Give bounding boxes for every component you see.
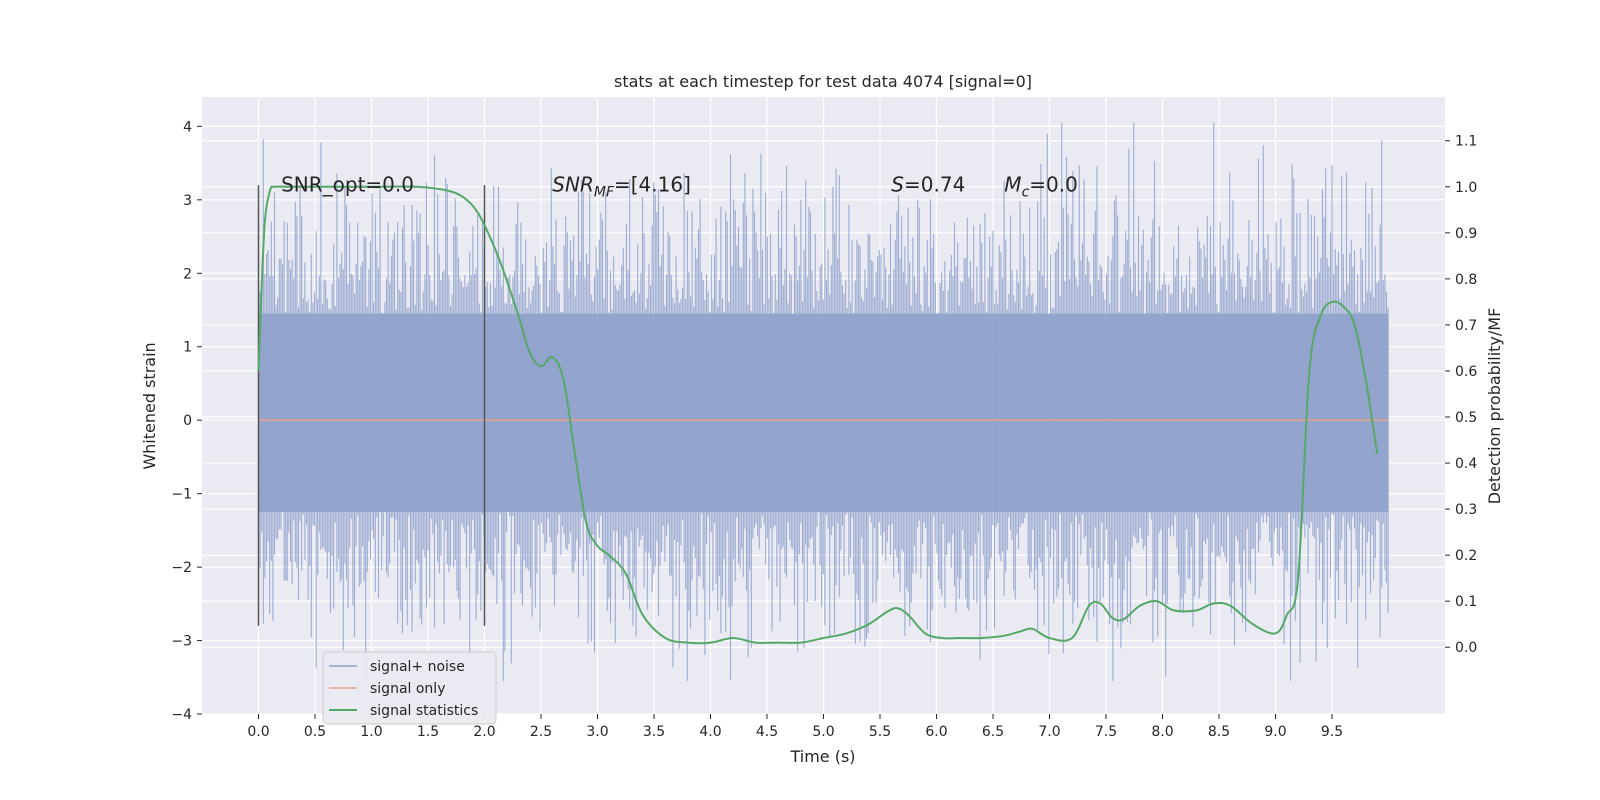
x-tick-label: 3.5 xyxy=(643,724,665,740)
annotation-s-stat: S=0.74 xyxy=(891,172,965,196)
legend-box xyxy=(322,651,497,725)
x-tick-label: 1.0 xyxy=(360,724,382,740)
y2-tick-label: 0.7 xyxy=(1455,318,1477,334)
vertical-markers xyxy=(257,185,486,626)
x-tick-label: 6.5 xyxy=(982,724,1004,740)
legend-label-1: signal only xyxy=(370,681,445,697)
signal-statistics-line xyxy=(257,185,1379,645)
y-tick-label: 1 xyxy=(183,340,192,356)
x-tick-label: 8.5 xyxy=(1208,724,1230,740)
y-tick-label: 3 xyxy=(183,193,192,209)
x-tick-label: 5.0 xyxy=(812,724,834,740)
y-tick-label: 4 xyxy=(183,119,192,135)
y2-tick-label: 0.9 xyxy=(1455,226,1477,242)
y-axis-label: Whitened strain xyxy=(140,342,159,469)
y2-tick-label: 1.0 xyxy=(1455,180,1477,196)
series-signal-statistics xyxy=(257,185,1379,645)
y2-tick-label: 0.6 xyxy=(1455,364,1477,380)
y-axis-ticks: −4 −3 −2 −1 0 1 2 3 4 xyxy=(171,119,202,723)
annotation-mc-stat: Mc=0.0 xyxy=(1004,172,1078,200)
y2-tick-label: 1.1 xyxy=(1455,134,1477,150)
y2-tick-label: 0.0 xyxy=(1455,640,1477,656)
y-tick-label: −3 xyxy=(171,634,192,650)
x-tick-label: 7.0 xyxy=(1038,724,1060,740)
y2-tick-label: 0.2 xyxy=(1455,548,1477,564)
annotation-snr-mf: SNRMF=[4.16] xyxy=(552,172,691,200)
x-tick-label: 2.0 xyxy=(473,724,495,740)
y2-tick-label: 0.5 xyxy=(1455,410,1477,426)
x-tick-label: 7.5 xyxy=(1095,724,1117,740)
x-axis-ticks: 0.0 0.5 1.0 1.5 2.0 2.5 3.0 3.5 4.0 4.5 5.0 5.5 6.0 6… xyxy=(247,714,1343,740)
x-tick-label: 9.5 xyxy=(1321,724,1343,740)
series-signal-noise xyxy=(257,122,1389,681)
legend-label-0: signal+ noise xyxy=(370,659,465,675)
y2-axis-ticks: 0.0 0.1 0.2 0.3 0.4 0.5 0.6 0.7 0.8 0.9 1.0 1.1 xyxy=(1445,134,1477,656)
y2-tick-label: 0.8 xyxy=(1455,272,1477,288)
x-tick-label: 8.0 xyxy=(1151,724,1173,740)
x-tick-label: 1.5 xyxy=(417,724,439,740)
y-tick-label: 2 xyxy=(183,266,192,282)
x-tick-label: 4.0 xyxy=(699,724,721,740)
y-tick-label: −2 xyxy=(171,560,192,576)
legend-label-2: signal statistics xyxy=(370,703,478,719)
legend: signal+ noise signal only signal statistic… xyxy=(322,651,497,725)
y-tick-label: −4 xyxy=(171,707,192,723)
y-tick-label: 0 xyxy=(183,413,192,429)
x-axis-label: Time (s) xyxy=(789,747,855,766)
y-tick-label: −1 xyxy=(171,487,192,503)
x-tick-label: 0.5 xyxy=(304,724,326,740)
x-tick-label: 6.0 xyxy=(925,724,947,740)
x-tick-label: 3.0 xyxy=(586,724,608,740)
chart-title: stats at each timestep for test data 407… xyxy=(614,72,1032,91)
annotation-snr-opt: SNR_opt=0.0 xyxy=(281,172,414,196)
y2-tick-label: 0.1 xyxy=(1455,594,1477,610)
x-tick-label: 5.5 xyxy=(869,724,891,740)
x-tick-label: 4.5 xyxy=(756,724,778,740)
x-tick-label: 2.5 xyxy=(530,724,552,740)
y2-tick-label: 0.4 xyxy=(1455,456,1477,472)
annotations: SNR_opt=0.0 SNRMF=[4.16] S=0.74 Mc=0.0 xyxy=(281,172,1078,200)
x-tick-label: 9.0 xyxy=(1264,724,1286,740)
y2-tick-label: 0.3 xyxy=(1455,502,1477,518)
x-tick-label: 0.0 xyxy=(247,724,269,740)
y2-axis-label: Detection probability/MF xyxy=(1485,308,1504,505)
